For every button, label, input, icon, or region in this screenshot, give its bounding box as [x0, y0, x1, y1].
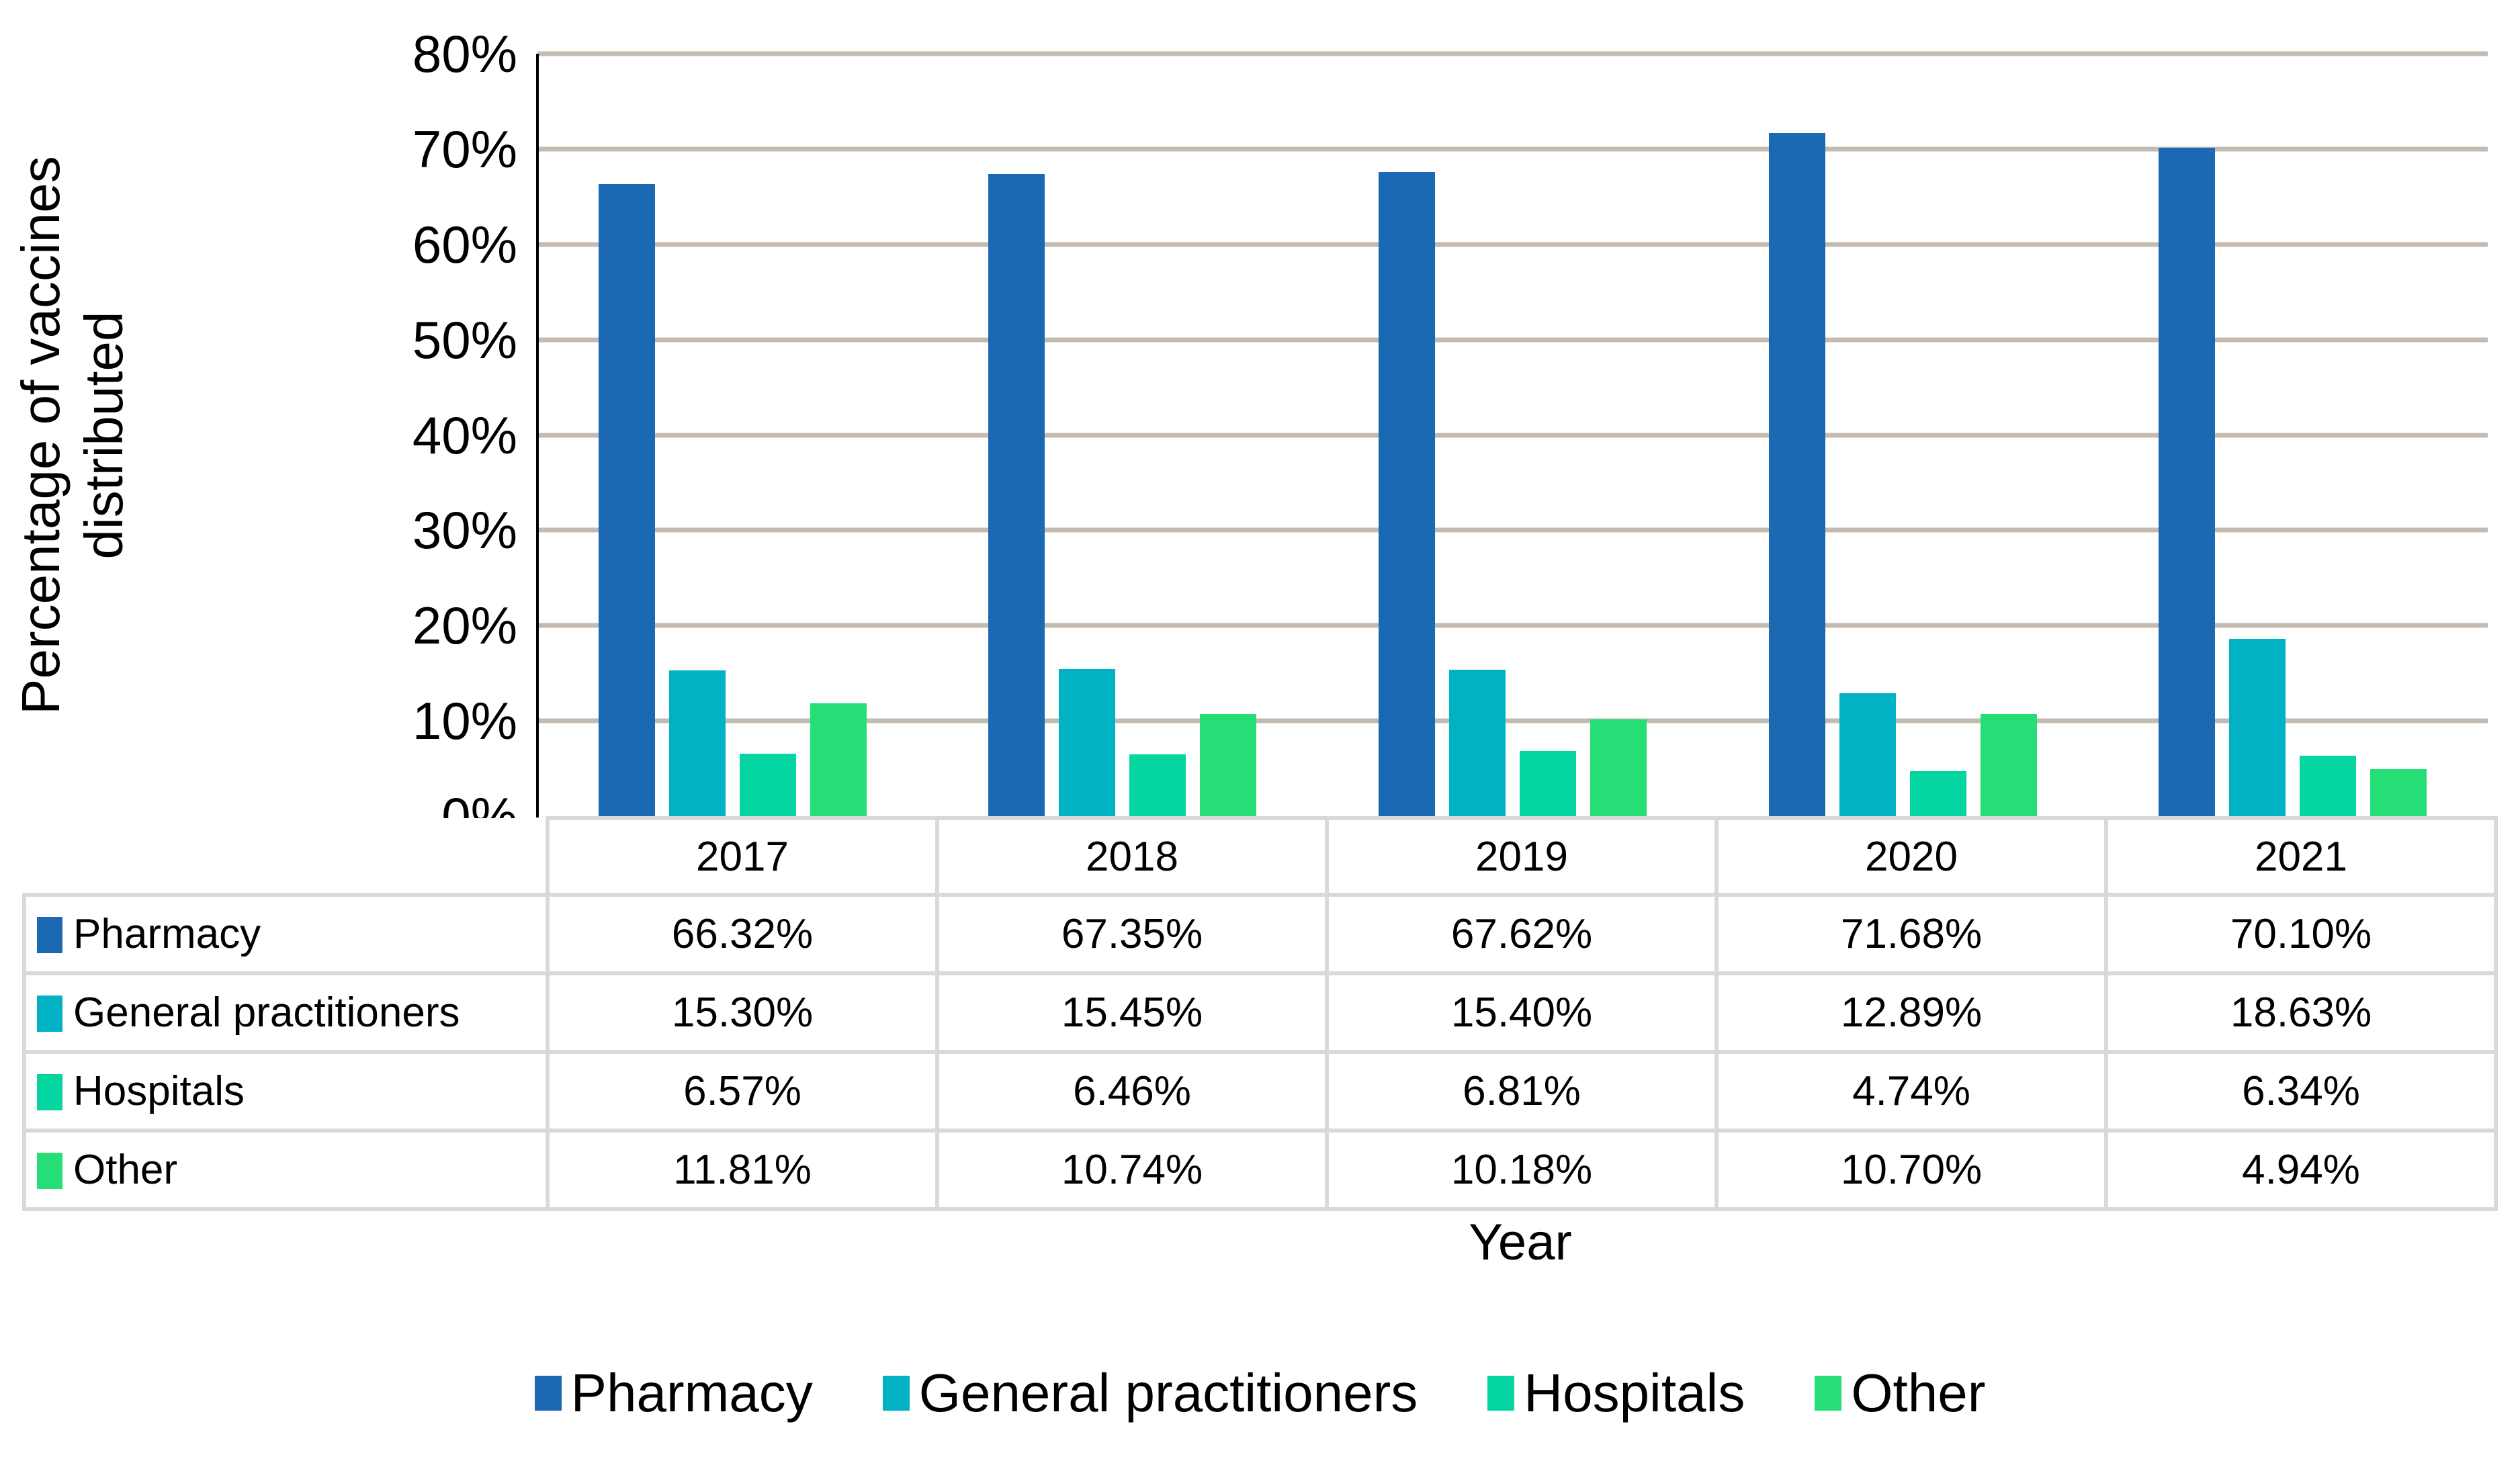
table-header-row: 2017 2018 2019 2020 2021	[24, 816, 2498, 897]
y-tick-label-10: 10%	[412, 691, 517, 751]
table-year-header-2021: 2021	[2104, 816, 2498, 897]
table-cell-hospitals-2020: 4.74%	[1714, 1050, 2108, 1133]
table-cell-pharmacy-2020: 71.68%	[1714, 893, 2108, 975]
table-cell-hospitals-2017: 6.57%	[546, 1050, 939, 1133]
legend-swatch-icon	[1487, 1376, 1515, 1411]
table-cell-other-2020: 10.70%	[1714, 1129, 2108, 1211]
bar-other-2020	[1980, 714, 2037, 816]
bar-pharmacy-2020	[1768, 133, 1825, 816]
table-corner-cell	[24, 818, 548, 895]
table-row-label-hospitals: Hospitals	[22, 1050, 550, 1133]
gridline-60	[537, 242, 2488, 247]
plot-area	[537, 51, 2488, 816]
table-year-header-2017: 2017	[546, 816, 939, 897]
table-cell-hospitals-2019: 6.81%	[1325, 1050, 1719, 1133]
y-tick-label-30: 30%	[412, 500, 517, 560]
y-tick-label-80: 80%	[412, 24, 517, 83]
bar-general-practitioners-2020	[1839, 693, 1896, 816]
y-tick-label-60: 60%	[412, 214, 517, 274]
legend-swatch-icon	[882, 1376, 910, 1411]
gridline-10	[537, 718, 2488, 723]
y-tick-label-40: 40%	[412, 405, 517, 465]
bar-pharmacy-2021	[2159, 148, 2216, 816]
table-cell-hospitals-2021: 6.34%	[2104, 1050, 2498, 1133]
bar-general-practitioners-2017	[668, 670, 726, 816]
table-year-header-2019: 2019	[1325, 816, 1719, 897]
bar-hospitals-2017	[739, 753, 796, 816]
table-cell-pharmacy-2019: 67.62%	[1325, 893, 1719, 975]
table-row: Hospitals 6.57% 6.46% 6.81% 4.74% 6.34%	[22, 1050, 2498, 1133]
bar-hospitals-2021	[2300, 756, 2357, 816]
y-axis-line	[536, 54, 539, 818]
table-cell-pharmacy-2021: 70.10%	[2104, 893, 2498, 975]
table-cell-general-practitioners-2019: 15.40%	[1325, 971, 1719, 1054]
gridline-20	[537, 623, 2488, 628]
table-year-header-2020: 2020	[1714, 816, 2108, 897]
table-year-header-2018: 2018	[935, 816, 1329, 897]
table-cell-other-2019: 10.18%	[1325, 1129, 1719, 1211]
bar-pharmacy-2019	[1379, 171, 1435, 816]
legend-label: Pharmacy	[570, 1363, 813, 1423]
table-cell-pharmacy-2017: 66.32%	[546, 893, 939, 975]
legend-item-general-practitioners: General practitioners	[882, 1362, 1418, 1424]
series-swatch-icon	[37, 1074, 62, 1110]
bar-general-practitioners-2021	[2229, 638, 2286, 816]
bar-hospitals-2018	[1129, 754, 1186, 816]
gridline-80	[537, 51, 2488, 56]
bar-hospitals-2019	[1520, 751, 1576, 816]
x-axis-title: Year	[1469, 1214, 1572, 1271]
gridline-70	[537, 146, 2488, 152]
gridline-50	[537, 337, 2488, 343]
bar-pharmacy-2017	[598, 184, 655, 816]
gridline-30	[537, 527, 2488, 533]
chart-legend: Pharmacy General practitioners Hospitals Ot…	[0, 1362, 2520, 1424]
y-tick-label-20: 20%	[412, 596, 517, 656]
bar-general-practitioners-2019	[1449, 669, 1506, 816]
bar-other-2021	[2370, 768, 2427, 816]
legend-item-other: Other	[1815, 1362, 1985, 1424]
y-tick-label-50: 50%	[412, 310, 517, 369]
table-cell-other-2021: 4.94%	[2104, 1129, 2498, 1211]
table-cell-general-practitioners-2018: 15.45%	[935, 971, 1329, 1054]
bar-hospitals-2020	[1909, 770, 1966, 816]
table-cell-other-2018: 10.74%	[935, 1129, 1329, 1211]
table-row-label-general-practitioners: General practitioners	[22, 971, 550, 1054]
bar-general-practitioners-2018	[1059, 668, 1116, 816]
bar-other-2019	[1590, 719, 1647, 816]
table-cell-pharmacy-2018: 67.35%	[935, 893, 1329, 975]
legend-item-hospitals: Hospitals	[1487, 1362, 1745, 1424]
table-cell-other-2017: 11.81%	[546, 1129, 939, 1211]
legend-label: Hospitals	[1524, 1363, 1745, 1423]
table-row: Pharmacy 66.32% 67.35% 67.62% 71.68% 70.10%	[22, 893, 2498, 975]
legend-label: Other	[1851, 1363, 1986, 1423]
legend-swatch-icon	[1815, 1376, 1842, 1411]
bar-other-2017	[810, 703, 867, 816]
table-row-label-pharmacy: Pharmacy	[22, 893, 550, 975]
bar-pharmacy-2018	[988, 174, 1045, 816]
legend-item-pharmacy: Pharmacy	[534, 1362, 813, 1424]
table-cell-general-practitioners-2021: 18.63%	[2104, 971, 2498, 1054]
table-row-label-other: Other	[22, 1129, 550, 1211]
table-cell-general-practitioners-2017: 15.30%	[546, 971, 939, 1054]
gridline-40	[537, 433, 2488, 437]
series-swatch-icon	[37, 1153, 62, 1189]
series-swatch-icon	[37, 996, 62, 1032]
table-cell-general-practitioners-2020: 12.89%	[1714, 971, 2108, 1054]
legend-swatch-icon	[534, 1376, 562, 1411]
series-swatch-icon	[37, 917, 62, 953]
table-row: Other 11.81% 10.74% 10.18% 10.70% 4.94%	[22, 1129, 2498, 1211]
data-table: 2017 2018 2019 2020 2021 Pharmacy 66.32% 67.35%…	[22, 816, 2498, 1211]
legend-label: General practitioners	[918, 1363, 1418, 1423]
table-row: General practitioners 15.30% 15.45% 15.40% 1…	[22, 971, 2498, 1054]
y-tick-label-70: 70%	[412, 119, 517, 179]
bar-other-2018	[1200, 713, 1257, 816]
table-cell-hospitals-2018: 6.46%	[935, 1050, 1329, 1133]
